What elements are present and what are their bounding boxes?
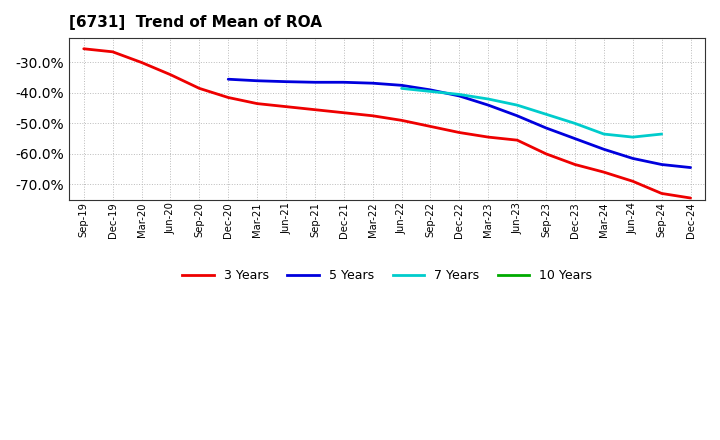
5 Years [426, 87, 435, 92]
5 Years [253, 78, 261, 84]
Line: 3 Years: 3 Years [84, 49, 690, 198]
3 Years [340, 110, 348, 115]
7 Years [629, 135, 637, 140]
3 Years [426, 124, 435, 129]
3 Years [253, 101, 261, 106]
7 Years [657, 132, 666, 137]
3 Years [138, 60, 146, 65]
5 Years [513, 113, 521, 118]
Text: [6731]  Trend of Mean of ROA: [6731] Trend of Mean of ROA [69, 15, 323, 30]
7 Years [397, 86, 406, 91]
5 Years [629, 156, 637, 161]
5 Years [484, 103, 492, 108]
5 Years [369, 81, 377, 86]
3 Years [224, 95, 233, 100]
5 Years [340, 80, 348, 85]
3 Years [282, 104, 290, 109]
7 Years [484, 96, 492, 102]
5 Years [657, 162, 666, 167]
3 Years [571, 162, 580, 167]
5 Years [310, 80, 319, 85]
3 Years [484, 135, 492, 140]
3 Years [397, 118, 406, 123]
7 Years [600, 132, 608, 137]
5 Years [686, 165, 695, 170]
3 Years [513, 138, 521, 143]
Line: 7 Years: 7 Years [402, 88, 662, 137]
5 Years [571, 136, 580, 141]
5 Years [397, 83, 406, 88]
3 Years [195, 86, 204, 91]
5 Years [600, 147, 608, 152]
3 Years [686, 195, 695, 201]
7 Years [426, 89, 435, 94]
7 Years [513, 103, 521, 108]
3 Years [455, 130, 464, 135]
3 Years [108, 49, 117, 55]
3 Years [79, 46, 88, 51]
3 Years [369, 113, 377, 118]
Legend: 3 Years, 5 Years, 7 Years, 10 Years: 3 Years, 5 Years, 7 Years, 10 Years [177, 264, 597, 287]
3 Years [657, 191, 666, 196]
5 Years [455, 93, 464, 99]
3 Years [541, 151, 550, 157]
3 Years [600, 169, 608, 175]
5 Years [541, 125, 550, 131]
7 Years [571, 121, 580, 126]
3 Years [310, 107, 319, 112]
Line: 5 Years: 5 Years [228, 79, 690, 168]
3 Years [629, 179, 637, 184]
7 Years [541, 112, 550, 117]
3 Years [166, 72, 175, 77]
5 Years [224, 77, 233, 82]
7 Years [455, 92, 464, 97]
5 Years [282, 79, 290, 84]
